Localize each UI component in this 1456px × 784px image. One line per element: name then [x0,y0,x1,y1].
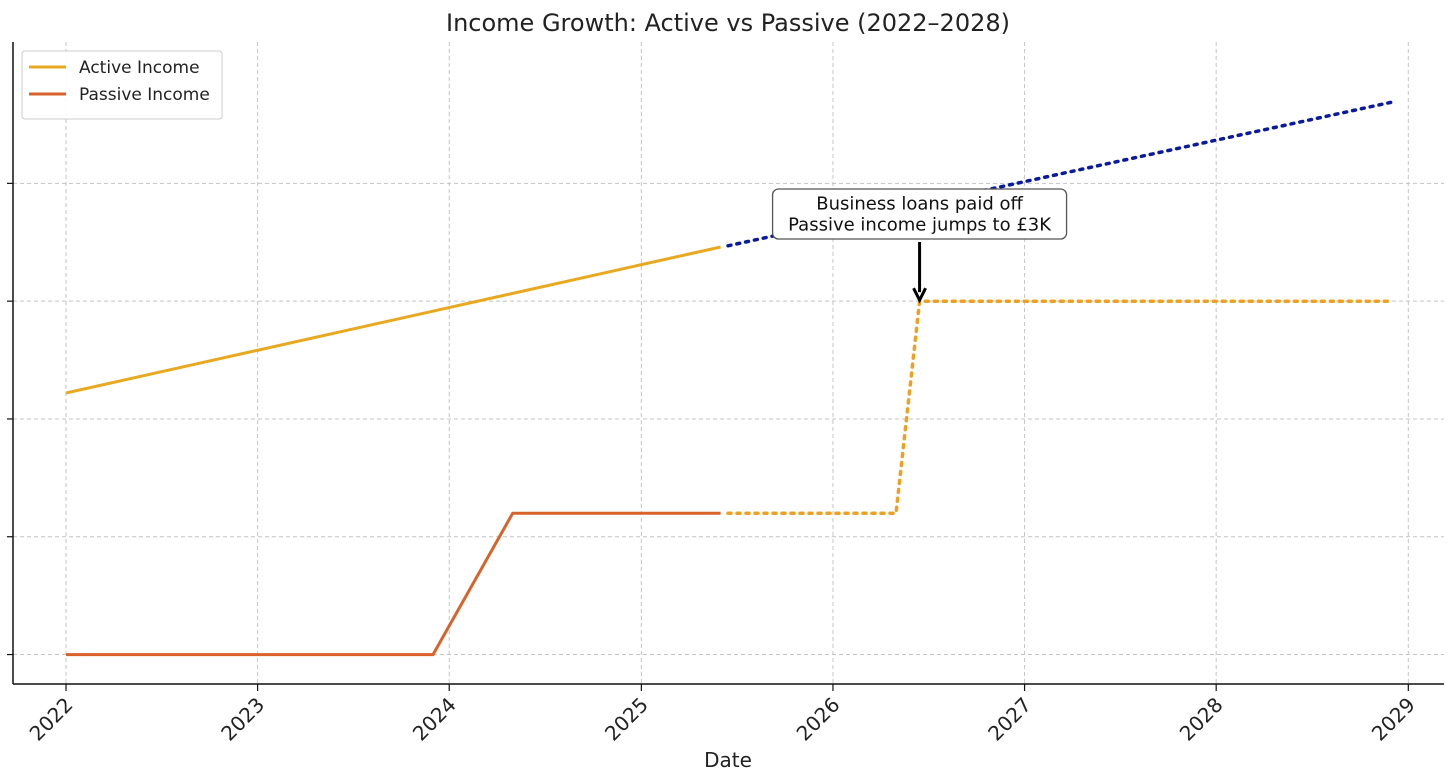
series-layer [65,100,1394,657]
series-line [65,245,721,395]
annotation-text: Passive income jumps to £3K [788,214,1052,235]
legend-box [21,50,223,120]
x-tick-label: 2026 [792,693,845,746]
grid [13,42,1444,684]
axes [12,42,1444,685]
annotation-box [771,188,1068,240]
series-line [66,511,721,657]
annotation-text: Business loans paid off [816,193,1023,214]
series-line-projection [726,299,1394,515]
x-tick-label: 2029 [1367,693,1420,746]
x-tick-label: 2025 [600,693,653,746]
y-ticks [7,182,13,656]
x-tick-label: 2028 [1175,693,1228,746]
x-tick-label: 2027 [983,693,1036,746]
legend: Active Income Passive Income [21,50,223,120]
legend-label: Active Income [79,58,200,78]
x-ticks: 2022 2023 2024 2025 2026 2027 2028 2029 [25,684,1420,746]
x-tick-label: 2022 [25,693,78,746]
series-line-projection [726,100,1394,248]
x-axis-label: Date [704,748,752,772]
chart-title: Income Growth: Active vs Passive (2022–2… [446,9,1010,37]
annotation-arrow-head [912,287,927,304]
x-tick-label: 2024 [408,693,461,746]
legend-label: Passive Income [79,85,210,105]
x-tick-label: 2023 [216,693,269,746]
